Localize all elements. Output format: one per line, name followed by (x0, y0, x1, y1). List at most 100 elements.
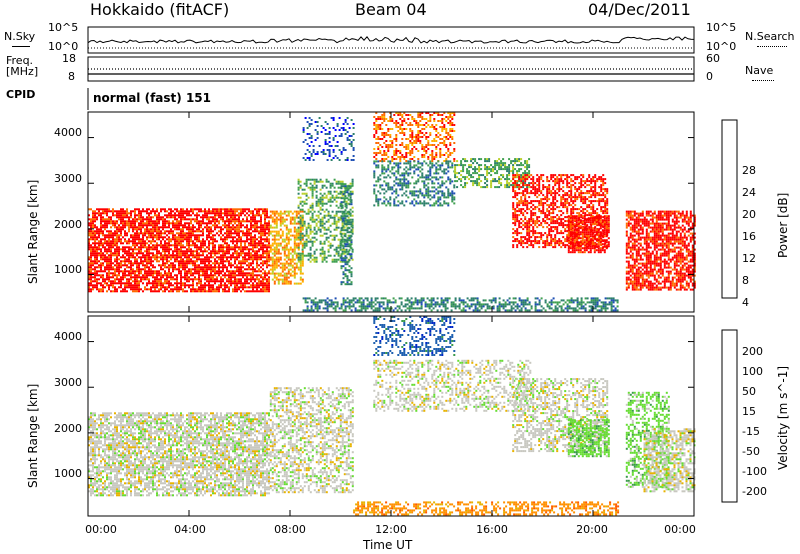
range-cell (297, 210, 300, 213)
range-cell (291, 234, 294, 237)
range-cell (291, 270, 294, 273)
range-cell (240, 286, 242, 289)
range-cell (150, 216, 152, 219)
range-cell (190, 278, 192, 281)
range-cell (391, 186, 394, 189)
range-cell (146, 222, 148, 225)
range-cell (152, 260, 154, 263)
range-cell (174, 246, 176, 249)
range-cell (309, 186, 312, 189)
range-cell (337, 182, 340, 185)
range-cell (118, 214, 120, 217)
range-cell (100, 282, 102, 285)
range-cell (106, 256, 108, 259)
range-cell (299, 258, 302, 261)
range-cell (325, 256, 328, 259)
range-cell (333, 186, 336, 189)
range-cell (453, 192, 456, 195)
range-cell (348, 193, 351, 196)
range-cell (419, 176, 422, 179)
range-cell (389, 170, 392, 173)
range-cell (329, 224, 332, 227)
range-cell (349, 194, 352, 197)
range-cell (146, 236, 148, 239)
range-cell (100, 216, 102, 219)
range-cell (230, 218, 232, 221)
range-cell (405, 152, 408, 154)
range-cell (108, 256, 110, 259)
range-cell (346, 223, 349, 226)
range-cell (310, 135, 313, 137)
range-cell (200, 288, 202, 291)
range-cell (106, 258, 108, 261)
range-cell (188, 222, 190, 225)
range-cell (148, 214, 150, 217)
range-cell (148, 216, 150, 219)
range-cell (194, 226, 196, 229)
range-cell (234, 230, 236, 233)
range-cell (305, 232, 308, 235)
range-cell (182, 246, 184, 249)
range-cell (260, 230, 262, 233)
range-cell (275, 262, 278, 265)
range-cell (228, 290, 230, 293)
range-cell (301, 228, 304, 231)
range-cell (315, 180, 318, 183)
range-cell (230, 274, 232, 277)
range-cell (375, 194, 378, 197)
range-cell (220, 262, 222, 265)
range-cell (339, 180, 342, 183)
range-cell (299, 186, 302, 189)
range-cell (443, 144, 446, 146)
range-cell (124, 240, 126, 243)
range-cell (248, 262, 250, 265)
range-cell (226, 250, 228, 253)
range-cell (222, 252, 224, 255)
range-cell (246, 268, 248, 271)
range-cell (293, 242, 296, 245)
range-cell (100, 238, 102, 241)
range-cell (427, 182, 430, 185)
range-cell (334, 155, 337, 157)
range-cell (405, 170, 408, 173)
range-cell (350, 221, 353, 224)
range-cell (254, 244, 256, 247)
range-cell (194, 250, 196, 253)
range-cell (279, 236, 282, 239)
range-cell (114, 264, 116, 267)
range-cell (311, 214, 314, 217)
range-cell (335, 224, 338, 227)
range-cell (258, 268, 260, 271)
range-cell (340, 153, 343, 155)
range-cell (96, 246, 98, 249)
range-cell (351, 190, 354, 193)
range-cell (385, 146, 388, 148)
range-cell (447, 156, 450, 158)
range-cell (315, 260, 318, 263)
range-cell (346, 221, 349, 224)
range-cell (482, 174, 485, 177)
range-cell (104, 220, 106, 223)
range-cell (295, 246, 298, 249)
range-cell (425, 136, 428, 138)
range-cell (321, 218, 324, 221)
range-cell (208, 286, 210, 289)
range-cell (166, 258, 168, 261)
range-cell (112, 234, 114, 237)
range-cell (256, 274, 258, 277)
range-cell (297, 228, 300, 231)
range-cell (313, 226, 316, 229)
range-cell (327, 210, 330, 213)
range-cell (301, 252, 304, 255)
range-cell (116, 282, 118, 285)
range-cell (146, 278, 148, 281)
range-cell (186, 274, 188, 277)
range-cell (188, 260, 190, 263)
range-cell (275, 226, 278, 229)
range-cell (206, 222, 208, 225)
range-cell (210, 278, 212, 281)
range-cell (287, 256, 290, 259)
range-cell (299, 278, 302, 281)
range-cell (449, 192, 452, 195)
